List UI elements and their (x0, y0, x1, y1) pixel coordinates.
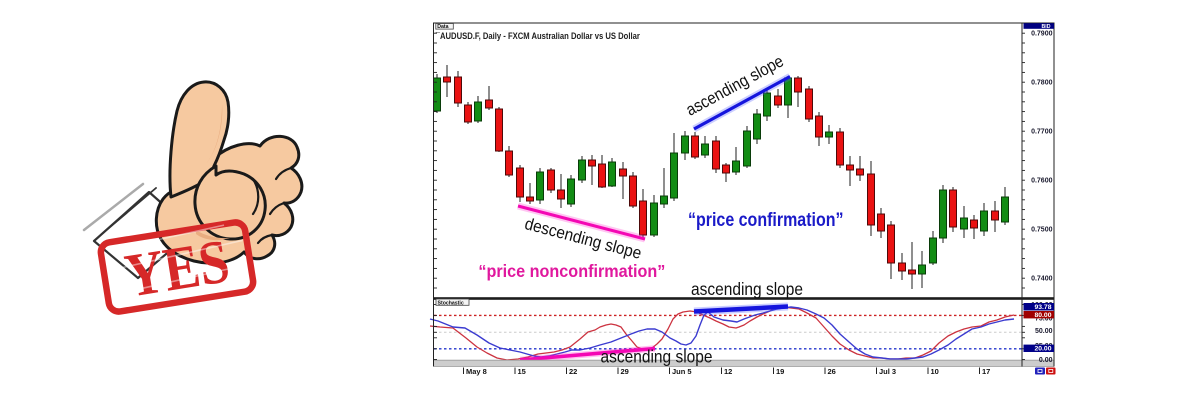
svg-text:50.00: 50.00 (1035, 328, 1053, 335)
svg-text:“price nonconfirmation”: “price nonconfirmation” (478, 261, 665, 281)
svg-text:75.00: 75.00 (1035, 315, 1053, 322)
svg-text:0.7600: 0.7600 (1031, 177, 1053, 184)
svg-text:19: 19 (776, 367, 784, 376)
svg-text:“price confirmation”: “price confirmation” (688, 210, 844, 231)
svg-text:Stochastic: Stochastic (438, 300, 464, 306)
svg-text:BID: BID (1042, 24, 1051, 30)
svg-text:10: 10 (931, 367, 939, 376)
svg-text:YES: YES (121, 227, 234, 310)
svg-text:ascending slope: ascending slope (601, 346, 713, 366)
svg-text:0.7400: 0.7400 (1031, 275, 1053, 282)
svg-text:93.78: 93.78 (1034, 304, 1051, 311)
svg-text:Data: Data (437, 24, 448, 30)
svg-text:12: 12 (724, 367, 732, 376)
svg-text:20.00: 20.00 (1034, 346, 1051, 353)
svg-text:26: 26 (828, 367, 836, 376)
svg-text:ascending slope: ascending slope (691, 279, 803, 299)
svg-text:29: 29 (621, 367, 629, 376)
svg-text:0.7800: 0.7800 (1031, 79, 1053, 86)
svg-text:0.7500: 0.7500 (1031, 226, 1053, 233)
svg-text:0.7900: 0.7900 (1031, 30, 1053, 37)
svg-text:22: 22 (569, 367, 577, 376)
svg-text:Jul 3: Jul 3 (879, 367, 896, 376)
svg-text:¯AUDUSD.F, Daily - FXCM Austra: ¯AUDUSD.F, Daily - FXCM Australian Dolla… (435, 31, 640, 41)
svg-text:80.00: 80.00 (1034, 312, 1051, 319)
svg-text:May 8: May 8 (466, 367, 487, 376)
svg-text:Jun 5: Jun 5 (672, 367, 692, 376)
svg-text:0.7700: 0.7700 (1031, 128, 1053, 135)
svg-text:0.00: 0.00 (1039, 357, 1053, 364)
svg-text:15: 15 (518, 367, 526, 376)
svg-text:17: 17 (982, 367, 990, 376)
